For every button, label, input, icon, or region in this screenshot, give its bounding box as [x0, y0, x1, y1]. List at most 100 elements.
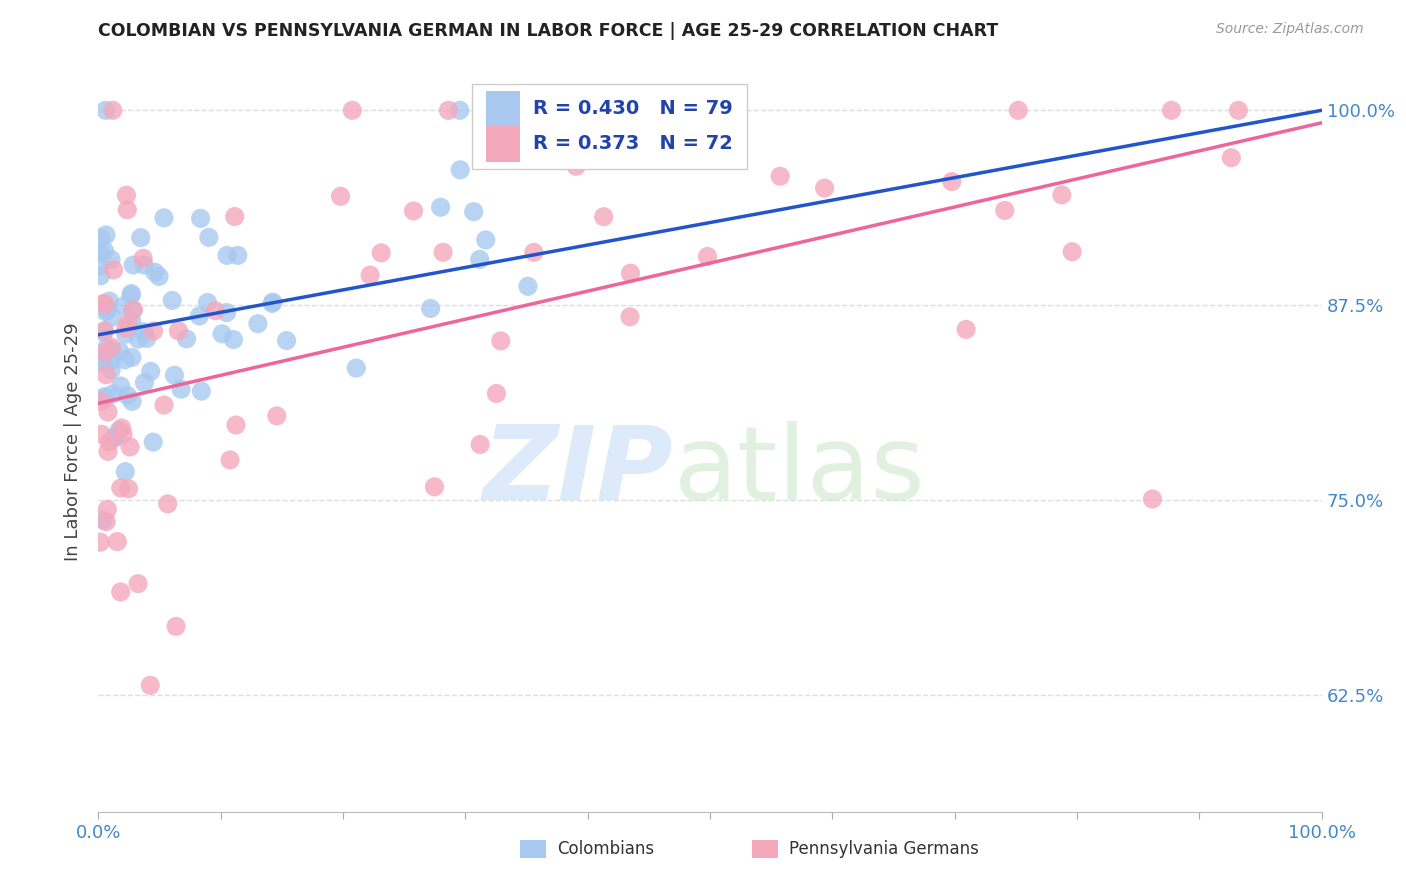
Point — [262, 295, 284, 310]
Point — [167, 324, 190, 338]
Point — [142, 324, 165, 338]
Point — [222, 333, 245, 347]
Point — [432, 245, 454, 260]
Point — [463, 204, 485, 219]
Point — [148, 269, 170, 284]
Point — [468, 252, 491, 267]
Bar — [486, 91, 520, 126]
Point — [115, 188, 138, 202]
Point — [132, 325, 155, 339]
Text: R = 0.430   N = 79: R = 0.430 N = 79 — [533, 99, 733, 118]
Point — [127, 332, 149, 346]
Text: atlas: atlas — [673, 421, 925, 522]
Point — [121, 303, 143, 318]
Point — [246, 317, 269, 331]
Point — [110, 585, 132, 599]
Point — [225, 417, 247, 432]
Text: Source: ZipAtlas.com: Source: ZipAtlas.com — [1216, 22, 1364, 37]
Point — [104, 429, 127, 443]
Point — [114, 326, 136, 341]
Point — [941, 175, 963, 189]
Point — [156, 497, 179, 511]
Point — [104, 430, 127, 444]
Point — [437, 103, 460, 118]
Point — [955, 322, 977, 336]
Point — [266, 409, 288, 423]
Point — [813, 181, 835, 195]
Point — [121, 394, 143, 409]
Point — [101, 310, 124, 325]
Point — [262, 296, 284, 310]
Point — [96, 302, 118, 317]
Point — [93, 326, 115, 340]
Text: Pennsylvania Germans: Pennsylvania Germans — [789, 840, 979, 858]
Point — [342, 103, 364, 118]
Point — [516, 279, 538, 293]
Point — [117, 202, 139, 217]
Point — [103, 263, 125, 277]
Point — [98, 293, 121, 308]
Point — [94, 297, 117, 311]
Point — [226, 248, 249, 262]
Point — [329, 189, 352, 203]
Point — [90, 427, 112, 442]
Y-axis label: In Labor Force | Age 25-29: In Labor Force | Age 25-29 — [63, 322, 82, 561]
Point — [139, 364, 162, 378]
Point — [98, 435, 121, 450]
Point — [402, 203, 425, 218]
Point — [198, 230, 221, 244]
Point — [97, 444, 120, 458]
Point — [100, 353, 122, 368]
Point — [211, 326, 233, 341]
Point — [94, 304, 117, 318]
Point — [429, 200, 451, 214]
Point — [114, 321, 136, 335]
Point — [89, 260, 111, 274]
Point — [96, 341, 118, 355]
Point — [94, 227, 117, 242]
Point — [1220, 151, 1243, 165]
Point — [215, 305, 238, 319]
Point — [121, 351, 143, 365]
Point — [100, 340, 122, 354]
Point — [114, 465, 136, 479]
Point — [117, 388, 139, 402]
Point — [153, 211, 176, 225]
Point — [91, 352, 114, 367]
Point — [188, 309, 211, 323]
Point — [129, 230, 152, 244]
Text: R = 0.373   N = 72: R = 0.373 N = 72 — [533, 135, 733, 153]
Point — [474, 233, 496, 247]
Point — [120, 288, 142, 302]
Point — [96, 502, 118, 516]
Point — [101, 103, 124, 118]
Point — [90, 268, 112, 283]
Point — [89, 535, 111, 549]
Point — [160, 293, 183, 308]
Point — [114, 352, 136, 367]
Point — [91, 513, 114, 527]
Point — [100, 363, 122, 377]
Point — [769, 169, 792, 184]
Point — [117, 482, 139, 496]
Point — [523, 245, 546, 260]
Point — [94, 103, 117, 118]
Point — [90, 231, 112, 245]
Point — [100, 343, 122, 358]
Point — [143, 265, 166, 279]
Point — [176, 332, 198, 346]
Point — [170, 382, 193, 396]
Point — [163, 368, 186, 383]
Point — [121, 314, 143, 328]
Point — [142, 435, 165, 450]
Point — [276, 334, 298, 348]
Point — [93, 390, 115, 404]
Point — [190, 384, 212, 398]
Point — [619, 266, 641, 280]
Point — [1142, 491, 1164, 506]
Point — [93, 345, 115, 359]
Point — [93, 244, 115, 258]
Point — [94, 391, 117, 405]
Point — [423, 480, 446, 494]
Point — [139, 678, 162, 692]
